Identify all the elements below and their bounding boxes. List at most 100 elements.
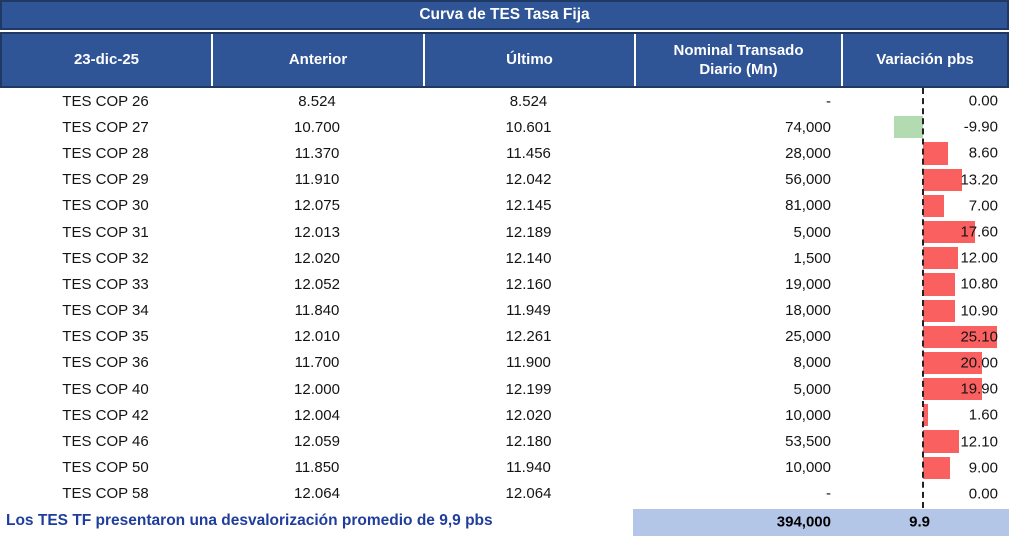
bond-label: TES COP 46: [62, 433, 149, 451]
ultimo-value: 8.524: [509, 92, 548, 110]
variacion-value: 25.10: [960, 328, 998, 346]
bond-label: TES COP 26: [62, 92, 149, 110]
table-row: TES COP 30 12.075 12.145 81,000 7.00: [0, 193, 1009, 219]
variacion-value: 8.60: [968, 144, 998, 162]
variacion-bar-positive: [923, 456, 950, 479]
variacion-cell: 10.80: [841, 271, 1009, 297]
variacion-value: -9.90: [963, 118, 998, 136]
ultimo-value: 12.064: [505, 485, 552, 503]
table-row: TES COP 28 11.370 11.456 28,000 8.60: [0, 140, 1009, 166]
ultimo-value: 12.020: [505, 406, 552, 424]
anterior-value: 8.524: [298, 92, 336, 110]
ultimo-value: 12.145: [505, 197, 552, 215]
anterior-value: 12.000: [294, 380, 340, 398]
variacion-value: 10.90: [960, 302, 998, 320]
table-row: TES COP 33 12.052 12.160 19,000 10.80: [0, 271, 1009, 297]
ultimo-value: 11.900: [506, 354, 551, 372]
ultimo-value: 12.140: [505, 249, 552, 267]
average-variacion: 9.9: [909, 513, 930, 531]
anterior-value: 12.059: [294, 433, 340, 451]
nominal-value: 28,000: [785, 144, 831, 162]
table-row: TES COP 36 11.700 11.900 8,000 20.00: [0, 350, 1009, 376]
variacion-value: 12.00: [960, 249, 998, 267]
zero-axis-dashed-line: [922, 88, 924, 508]
nominal-value: 5,000: [793, 223, 831, 241]
anterior-value: 12.020: [294, 249, 340, 267]
column-header: Nominal Transado Diario (Mn): [636, 34, 843, 86]
variacion-value: 9.00: [968, 459, 998, 477]
variacion-cell: 10.90: [841, 298, 1009, 324]
table-row: TES COP 46 12.059 12.180 53,500 12.10: [0, 428, 1009, 454]
bond-label: TES COP 36: [62, 354, 149, 372]
variacion-bar-positive: [923, 430, 959, 453]
bond-label: TES COP 30: [62, 197, 149, 215]
variacion-value: 7.00: [968, 197, 998, 215]
table-row: TES COP 42 12.004 12.020 10,000 1.60: [0, 402, 1009, 428]
variacion-value: 13.20: [960, 171, 998, 189]
header-row: 23-dic-25 Anterior Último Nominal Transado …: [0, 32, 1009, 88]
page-title: Curva de TES Tasa Fija: [419, 6, 590, 23]
anterior-value: 11.910: [294, 171, 340, 189]
table-row: TES COP 32 12.020 12.140 1,500 12.00: [0, 245, 1009, 271]
bond-label: TES COP 42: [62, 406, 149, 424]
anterior-value: 12.013: [294, 223, 340, 241]
variacion-bar-positive: [923, 351, 982, 375]
ultimo-value: 11.456: [506, 144, 551, 162]
bond-label: TES COP 50: [62, 459, 149, 477]
variacion-bar-positive: [923, 168, 962, 191]
column-header-label: Último: [506, 51, 553, 69]
variacion-value: 0.00: [968, 485, 998, 503]
report-title-bar: Curva de TES Tasa Fija: [0, 0, 1009, 30]
variacion-bar-positive: [923, 299, 956, 322]
variacion-cell: -9.90: [841, 114, 1009, 140]
bond-label: TES COP 33: [62, 275, 149, 293]
variacion-value: 0.00: [968, 92, 998, 110]
variacion-bar-positive: [923, 404, 928, 427]
variacion-value: 17.60: [960, 223, 998, 241]
variacion-bar-negative: [893, 116, 923, 139]
table-row: TES COP 58 12.064 12.064 - 0.00: [0, 481, 1009, 507]
table-row: TES COP 31 12.013 12.189 5,000 17.60: [0, 219, 1009, 245]
anterior-value: 12.004: [294, 406, 340, 424]
table-row: TES COP 29 11.910 12.042 56,000 13.20: [0, 167, 1009, 193]
table-row: TES COP 50 11.850 11.940 10,000 9.00: [0, 455, 1009, 481]
variacion-bar-positive: [923, 194, 944, 217]
bond-label: TES COP 40: [62, 380, 149, 398]
nominal-value: -: [826, 485, 831, 503]
bond-label: TES COP 27: [62, 118, 149, 136]
variacion-cell: 20.00: [841, 350, 1009, 376]
ultimo-value: 12.042: [505, 171, 552, 189]
column-header: 23-dic-25: [2, 34, 213, 86]
variacion-cell: 19.90: [841, 376, 1009, 402]
nominal-value: 1,500: [793, 249, 831, 267]
bond-label: TES COP 34: [62, 302, 149, 320]
variacion-bar-positive: [923, 220, 975, 244]
variacion-bar-positive: [923, 378, 982, 401]
ultimo-value: 11.940: [506, 459, 551, 477]
variacion-value: 10.80: [960, 275, 998, 293]
table-row: TES COP 27 10.700 10.601 74,000 -9.90: [0, 114, 1009, 140]
bond-label: TES COP 58: [62, 485, 149, 503]
anterior-value: 11.840: [294, 302, 340, 320]
total-nominal: 394,000: [776, 513, 831, 531]
variacion-cell: 12.00: [841, 245, 1009, 271]
column-header: Variación pbs: [843, 34, 1007, 86]
nominal-value: 81,000: [785, 197, 831, 215]
nominal-value: 5,000: [793, 380, 831, 398]
ultimo-value: 12.160: [505, 275, 552, 293]
summary-footer: Los TES TF presentaron una desvalorizaci…: [0, 508, 1009, 539]
column-header: Anterior: [213, 34, 425, 86]
table-row: TES COP 26 8.524 8.524 - 0.00: [0, 88, 1009, 114]
anterior-value: 10.700: [294, 118, 340, 136]
column-header-label: Anterior: [288, 51, 348, 69]
variacion-cell: 12.10: [841, 428, 1009, 454]
variacion-bar-positive: [923, 142, 949, 165]
table-row: TES COP 34 11.840 11.949 18,000 10.90: [0, 298, 1009, 324]
nominal-value: -: [826, 92, 831, 110]
variacion-value: 1.60: [968, 406, 998, 424]
bond-label: TES COP 31: [62, 223, 149, 241]
ultimo-value: 12.180: [505, 433, 552, 451]
bond-label: TES COP 35: [62, 328, 149, 346]
variacion-cell: 0.00: [841, 481, 1009, 507]
